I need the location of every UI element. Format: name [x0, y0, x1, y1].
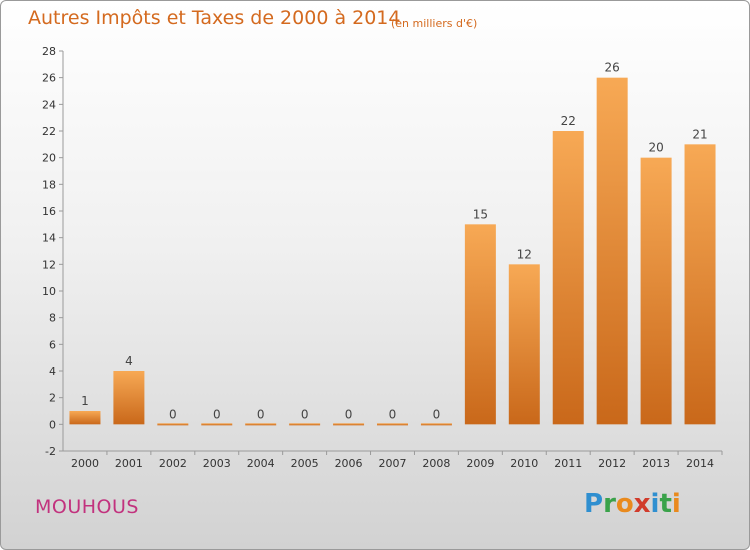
logo-letter: x — [633, 489, 651, 519]
data-label: 1 — [81, 394, 89, 408]
logo-letter: t — [659, 489, 672, 519]
data-label: 4 — [125, 354, 133, 368]
y-tick-label: 16 — [42, 205, 56, 218]
logo-letter: i — [671, 489, 681, 519]
x-tick-label: 2012 — [598, 457, 626, 470]
data-label: 0 — [433, 407, 441, 421]
x-tick-label: 2003 — [203, 457, 231, 470]
y-tick-label: 20 — [42, 152, 56, 165]
x-tick-label: 2000 — [71, 457, 99, 470]
data-label: 0 — [301, 407, 309, 421]
y-tick-label: 12 — [42, 258, 56, 271]
bar — [157, 423, 189, 426]
x-tick-label: 2006 — [335, 457, 363, 470]
y-tick-label: 4 — [49, 365, 56, 378]
x-tick-label: 2013 — [642, 457, 670, 470]
data-label: 0 — [169, 407, 177, 421]
x-tick-label: 2009 — [466, 457, 494, 470]
data-label: 15 — [473, 207, 488, 221]
commune-name: MOUHOUS — [35, 496, 139, 518]
data-label: 0 — [345, 407, 353, 421]
data-label: 21 — [692, 127, 707, 141]
y-tick-label: 28 — [42, 45, 56, 58]
x-tick-label: 2001 — [115, 457, 143, 470]
bar — [596, 77, 628, 425]
bar — [640, 157, 672, 425]
y-tick-label: 14 — [42, 232, 56, 245]
y-tick-label: 8 — [49, 312, 56, 325]
data-label: 0 — [213, 407, 221, 421]
bar — [113, 371, 145, 425]
logo-letter: r — [603, 489, 616, 519]
bar — [289, 423, 321, 426]
y-tick-label: -2 — [45, 445, 56, 458]
bar — [420, 423, 452, 426]
x-tick-label: 2010 — [510, 457, 538, 470]
chart-title: Autres Impôts et Taxes de 2000 à 2014 — [28, 7, 401, 29]
x-tick-label: 2005 — [291, 457, 319, 470]
x-tick-label: 2008 — [422, 457, 450, 470]
data-label: 0 — [389, 407, 397, 421]
bar — [552, 131, 584, 425]
y-tick-label: 10 — [42, 285, 56, 298]
y-tick-label: 18 — [42, 178, 56, 191]
x-tick-label: 2011 — [554, 457, 582, 470]
proxiti-logo[interactable]: Proxiti — [584, 489, 681, 519]
y-tick-label: 26 — [42, 72, 56, 85]
bar — [377, 423, 408, 426]
x-tick-label: 2002 — [159, 457, 187, 470]
bar — [464, 224, 496, 425]
logo-letter: P — [584, 489, 604, 519]
chart-subtitle: (en milliers d'€) — [391, 17, 478, 30]
bar — [69, 411, 101, 425]
x-tick-label: 2007 — [379, 457, 407, 470]
x-tick-label: 2004 — [247, 457, 275, 470]
y-tick-label: 0 — [49, 418, 56, 431]
data-label: 20 — [648, 141, 663, 155]
x-tick-label: 2014 — [686, 457, 714, 470]
logo-letter: o — [615, 489, 634, 519]
bar — [245, 423, 277, 426]
bar — [684, 144, 716, 425]
data-label: 12 — [517, 247, 532, 261]
bar — [508, 264, 540, 425]
logo-letter: i — [650, 489, 660, 519]
y-tick-label: 24 — [42, 98, 56, 111]
y-tick-label: 22 — [42, 125, 56, 138]
data-label: 0 — [257, 407, 265, 421]
y-tick-label: 6 — [49, 338, 56, 351]
data-label: 22 — [561, 114, 576, 128]
bar — [333, 423, 365, 426]
data-label: 26 — [605, 61, 620, 75]
bar — [201, 423, 233, 426]
y-tick-label: 2 — [49, 392, 56, 405]
